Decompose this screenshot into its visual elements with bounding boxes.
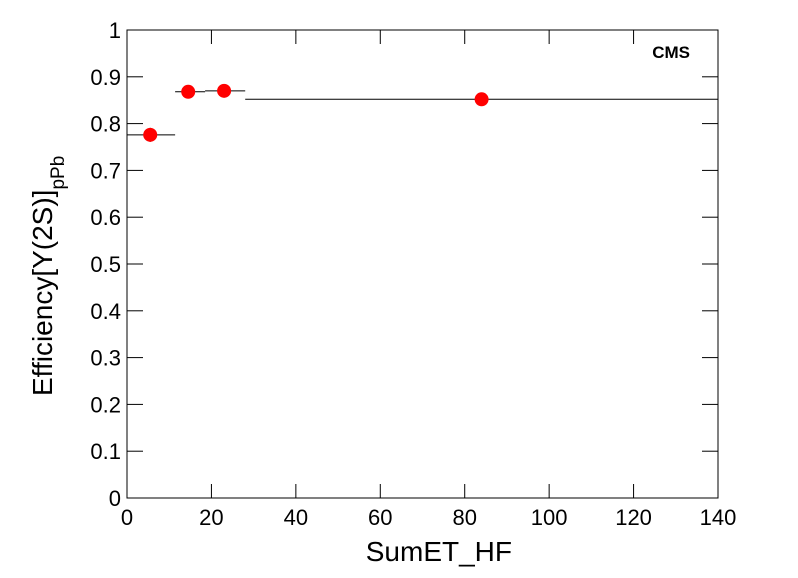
y-axis-label: Efficiency[Υ(2S)]pPb <box>27 156 69 396</box>
data-point <box>217 83 232 98</box>
y-tick-label: 0.3 <box>90 346 121 371</box>
y-tick-label: 0.7 <box>90 158 121 183</box>
x-tick-label: 120 <box>615 505 652 530</box>
y-axis-label-sub: pPb <box>48 156 69 190</box>
x-tick-label: 100 <box>531 505 568 530</box>
y-tick-label: 0.6 <box>90 205 121 230</box>
y-tick-label: 0.4 <box>90 299 121 324</box>
x-axis-label: SumET_HF <box>366 536 512 567</box>
plot-frame <box>126 29 719 499</box>
data-point <box>143 127 158 142</box>
data-point <box>474 92 489 107</box>
y-tick-label: 0.5 <box>90 252 121 277</box>
x-tick-label: 0 <box>121 505 133 530</box>
cms-label: CMS <box>652 43 690 62</box>
y-tick-label: 0 <box>109 486 121 511</box>
y-tick-label: 1 <box>109 18 121 43</box>
x-tick-label: 60 <box>368 505 392 530</box>
x-tick-label: 20 <box>199 505 223 530</box>
data-point <box>181 84 196 99</box>
x-tick-label: 140 <box>700 505 737 530</box>
x-tick-label: 80 <box>452 505 476 530</box>
x-tick-label: 40 <box>284 505 308 530</box>
y-tick-label: 0.1 <box>90 439 121 464</box>
y-tick-label: 0.8 <box>90 112 121 137</box>
y-axis-label-main: Efficiency[Υ(2S)] <box>27 190 58 396</box>
y-tick-label: 0.9 <box>90 65 121 90</box>
y-axis-label-group: Efficiency[Υ(2S)]pPb <box>27 156 69 396</box>
y-tick-label: 0.2 <box>90 392 121 417</box>
